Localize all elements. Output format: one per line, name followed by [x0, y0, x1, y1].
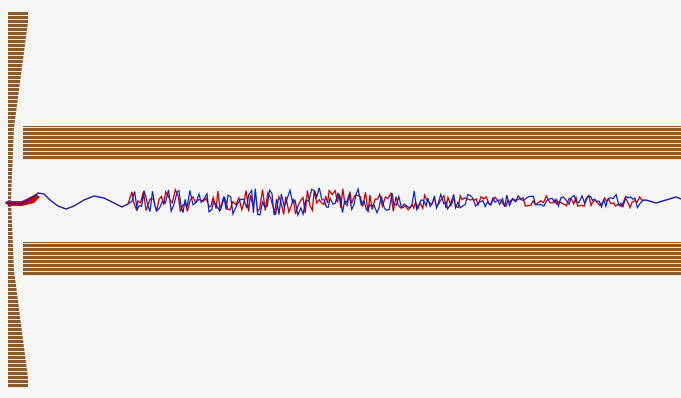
wave-traces — [4, 186, 681, 218]
red-source-pulse — [6, 194, 40, 206]
top-channel-wall — [23, 126, 681, 160]
blue-wave-trace — [4, 186, 681, 218]
bottom-channel-wall — [23, 242, 681, 276]
